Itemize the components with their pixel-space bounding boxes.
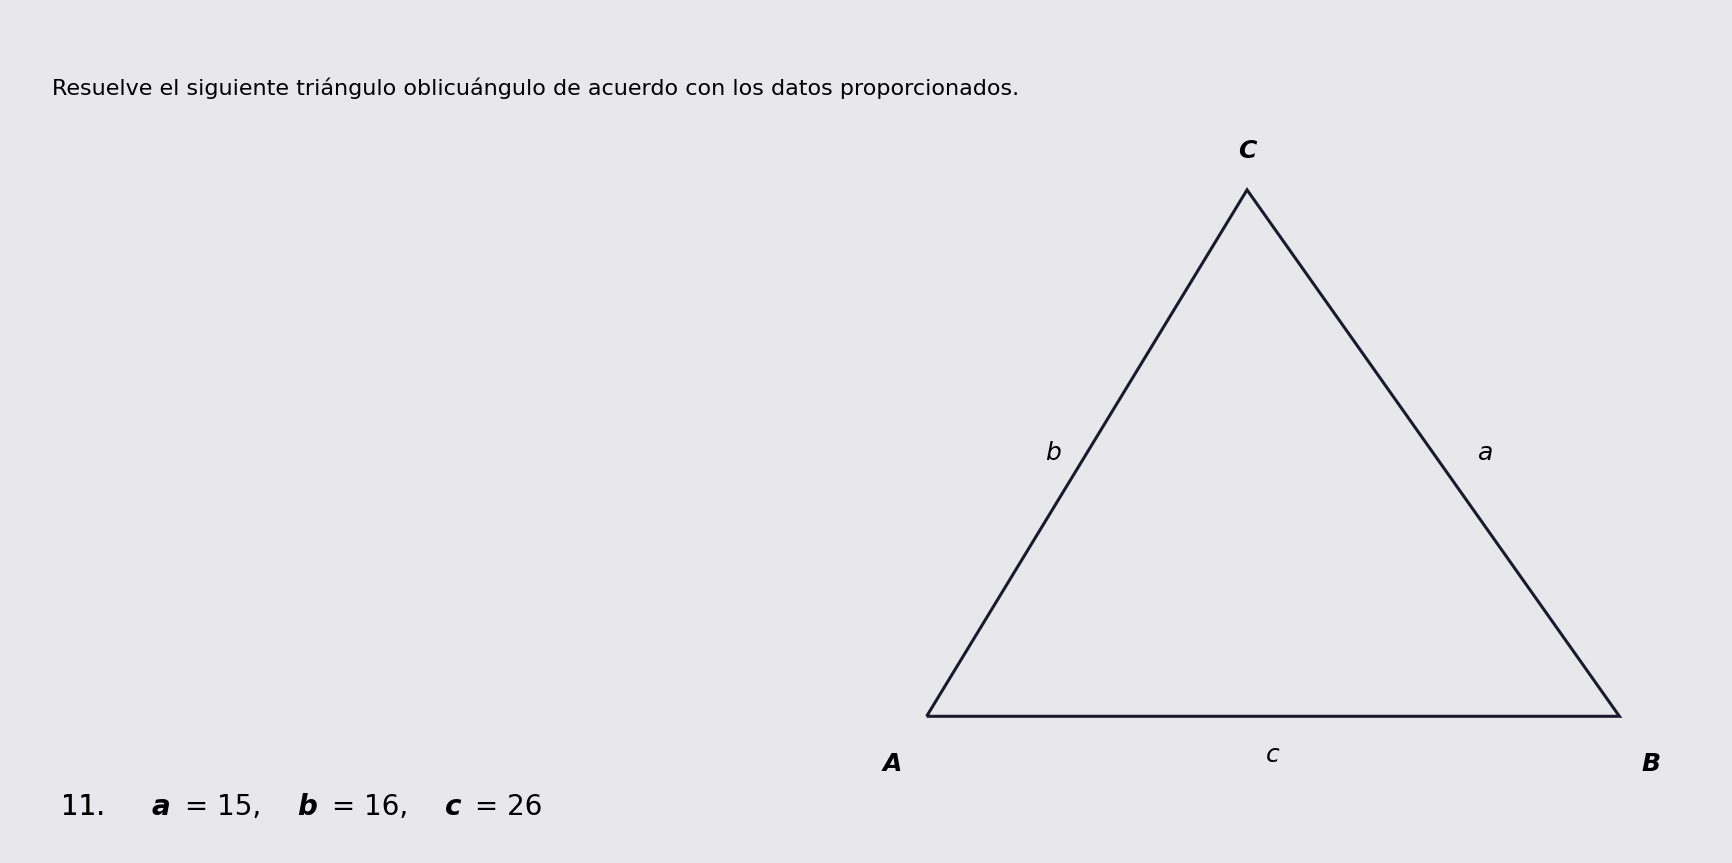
Text: c: c: [445, 793, 461, 821]
Text: a: a: [152, 793, 171, 821]
Text: b: b: [298, 793, 317, 821]
Text: c: c: [1266, 743, 1280, 767]
Text: 11.: 11.: [61, 793, 123, 821]
Text: C: C: [1238, 139, 1256, 163]
Text: = 15,: = 15,: [177, 793, 270, 821]
Text: a: a: [1479, 441, 1493, 465]
Text: b: b: [1044, 441, 1062, 465]
Text: 11.: 11.: [61, 793, 132, 821]
Text: Resuelve el siguiente triángulo oblicuángulo de acuerdo con los datos proporcion: Resuelve el siguiente triángulo oblicuán…: [52, 78, 1018, 99]
Text: B: B: [1642, 752, 1659, 776]
Text: = 26: = 26: [466, 793, 542, 821]
Text: = 16,: = 16,: [324, 793, 417, 821]
Text: A: A: [882, 752, 902, 776]
